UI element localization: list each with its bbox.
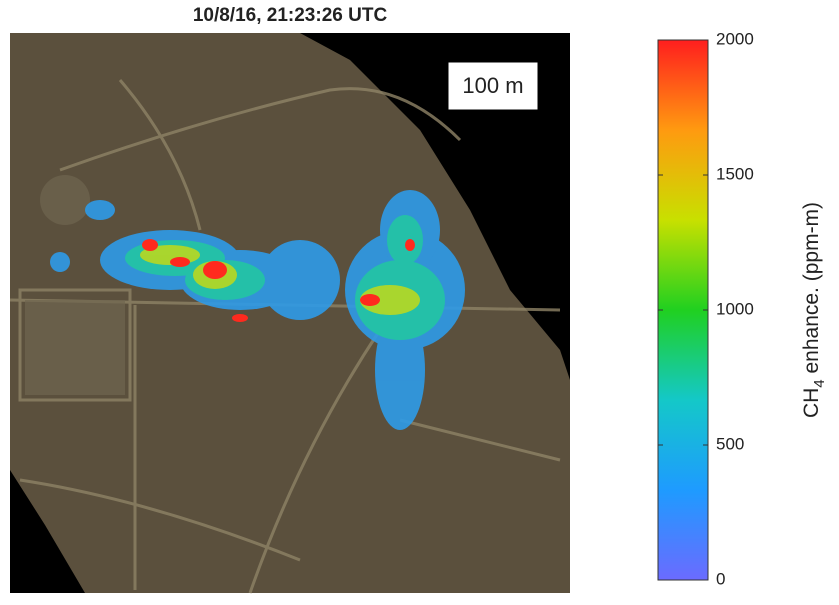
tick-label: 1500 bbox=[716, 164, 754, 183]
scale-box bbox=[447, 61, 539, 111]
label-subscript: 4 bbox=[811, 379, 828, 387]
label-suffix: enhance. (ppm-m) bbox=[800, 202, 823, 379]
tick-label: 500 bbox=[716, 434, 744, 453]
label-text: CH bbox=[800, 388, 823, 418]
tick-label: 1000 bbox=[716, 299, 754, 318]
title: 10/8/16, 21:23:26 UTC bbox=[193, 5, 388, 26]
scale-label: 100 m bbox=[462, 73, 523, 98]
methane-plume bbox=[50, 190, 465, 430]
colorbar bbox=[657, 39, 709, 581]
tick-label: 2000 bbox=[716, 29, 754, 48]
tick-label: 0 bbox=[716, 569, 725, 588]
colorbar-label: CH4 enhance. (ppm-m) bbox=[800, 202, 829, 418]
